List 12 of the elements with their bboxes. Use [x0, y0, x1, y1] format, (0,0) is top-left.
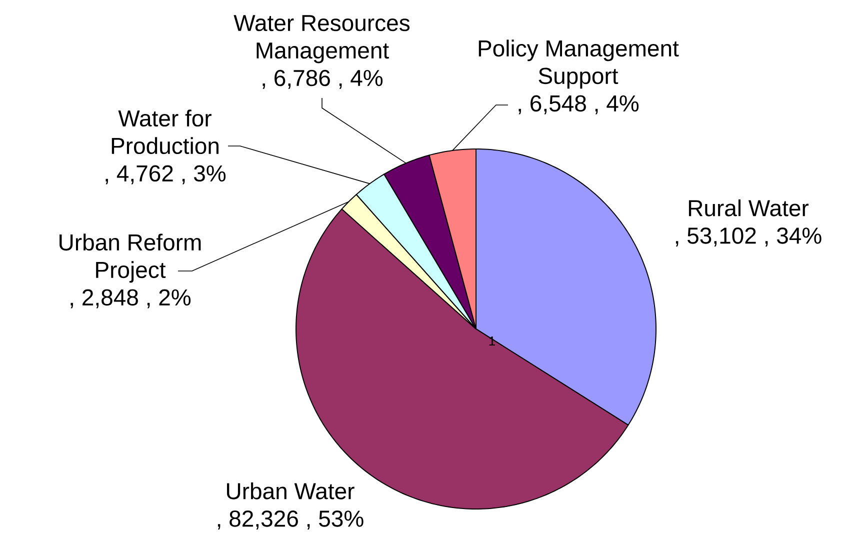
data-label: , 6,548 , 4%: [518, 95, 639, 114]
data-label: , 53,102 , 34%: [676, 228, 822, 247]
data-label: , 6,786 , 4%: [262, 70, 383, 89]
slice-label: Urban Water: [227, 482, 354, 500]
data-label: , 82,326 , 53%: [218, 510, 364, 530]
data-label: , 2,848 , 2%: [70, 289, 191, 308]
slice-label: Water Resources Management: [234, 15, 410, 64]
slice-label: Rural Water: [688, 199, 809, 216]
slice-label: Water for Production: [112, 110, 218, 154]
slice-label: Policy Management Support: [478, 40, 679, 89]
slice-label: Urban Reform Project: [60, 234, 201, 283]
data-label: , 4,762 , 3%: [106, 165, 226, 184]
